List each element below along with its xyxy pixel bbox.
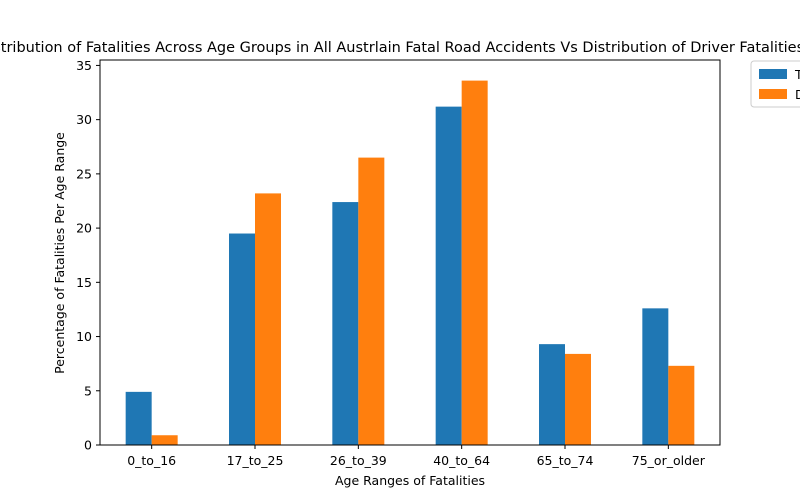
y-tick-label: 30 [76,112,92,127]
bar-driver-40_to_64 [461,80,488,445]
legend-box [750,60,800,108]
bar-total-17_to_25 [229,233,255,445]
y-tick-label: 20 [76,221,92,236]
legend: Total Fatalities Driver Fatalities [750,60,800,108]
bar-total-0_to_16 [125,391,152,445]
x-tick-label: 75_or_older [632,453,706,468]
y-tick-label: 10 [76,329,92,344]
chart-title: Distribution of Fatalities Across Age Gr… [0,40,800,56]
x-tick-label: 17_to_25 [227,453,284,468]
legend-swatch-total [759,69,787,79]
y-tick-label: 25 [76,166,92,181]
bar-driver-0_to_16 [151,435,178,445]
bar-total-40_to_64 [435,106,462,446]
bar-driver-26_to_39 [358,157,385,445]
legend-swatch-driver [759,89,787,99]
bar-driver-65_to_74 [565,353,591,445]
y-tick-label: 0 [84,438,92,453]
bar-total-75_or_older [642,308,669,445]
y-tick-label: 35 [76,58,92,73]
y-tick-label: 5 [84,383,92,398]
x-tick-label: 40_to_64 [433,453,490,468]
bar-total-65_to_74 [539,344,565,445]
bar-driver-75_or_older [668,365,695,445]
legend-label-driver: Driver Fatalities [795,87,800,102]
axes-frame [99,59,721,446]
x-tick-label: 65_to_74 [537,453,594,468]
bar-total-26_to_39 [332,202,359,445]
legend-label-total: Total Fatalities [794,67,800,82]
y-tick-label: 15 [76,275,92,290]
plot-area: 0_to_16 17_to_25 26_to_39 40_to_64 65_to_74 7… [76,58,721,468]
x-tick-label: 0_to_16 [127,453,176,468]
x-tick-label: 26_to_39 [330,453,387,468]
x-axis-label: Age Ranges of Fatalities [335,473,485,488]
y-axis-label: Percentage of Fatalities Per Age Range [52,132,67,374]
bar-driver-17_to_25 [255,193,281,445]
